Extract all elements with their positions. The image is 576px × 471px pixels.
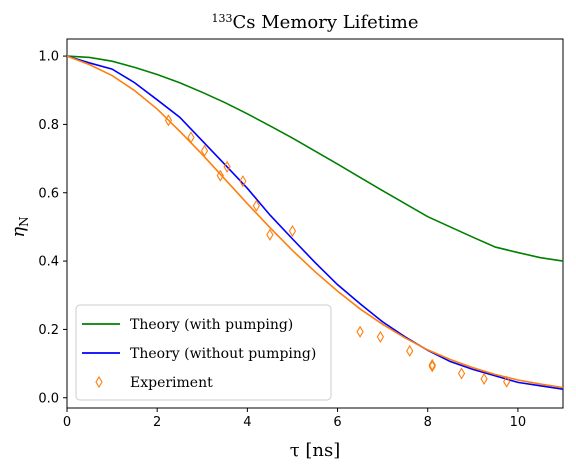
x-tick-label: 10 xyxy=(510,415,527,430)
y-axis-label-sub: N xyxy=(17,216,31,227)
x-tick-label: 4 xyxy=(243,415,251,430)
chart-title-main: Cs Memory Lifetime xyxy=(233,12,419,33)
series-line-1 xyxy=(66,55,564,391)
legend-box xyxy=(75,304,332,401)
experiment-point xyxy=(223,160,231,173)
experiment-point xyxy=(376,330,385,344)
y-axis-ticks: 0.0 0.2 0.4 0.6 0.8 1.0 xyxy=(38,50,67,406)
experiment-point xyxy=(216,169,224,182)
y-tick-label: 0.0 xyxy=(38,391,59,406)
chart-title: 133Cs Memory Lifetime xyxy=(212,12,419,33)
x-tick-label: 8 xyxy=(424,415,432,430)
x-axis-ticks: 0 2 4 6 8 10 xyxy=(63,408,526,430)
x-axis-label: τ [ns] xyxy=(290,440,341,461)
legend-swatch-marker xyxy=(95,375,103,389)
y-axis-label-main: η xyxy=(8,227,29,238)
experiment-point xyxy=(428,358,436,372)
legend-label: Theory (with pumping) xyxy=(130,317,293,333)
x-tick-label: 2 xyxy=(153,415,161,430)
experiment-point xyxy=(239,175,247,188)
experiment-point xyxy=(164,114,173,127)
x-tick-label: 6 xyxy=(333,415,341,430)
experiment-point xyxy=(406,344,414,358)
y-tick-label: 1.0 xyxy=(38,50,59,65)
legend-label: Experiment xyxy=(130,375,213,391)
experiment-point xyxy=(187,131,195,144)
experiment-point xyxy=(252,199,261,212)
series-line-2 xyxy=(66,55,564,389)
plot-area xyxy=(66,38,564,409)
legend-label: Theory (without pumping) xyxy=(130,346,316,362)
y-tick-label: 0.4 xyxy=(38,255,59,270)
experiment-point xyxy=(266,228,274,241)
experiment-point xyxy=(457,367,466,380)
y-tick-label: 0.2 xyxy=(38,323,59,338)
legend: Theory (with pumping) Theory (without pum… xyxy=(75,304,332,401)
chart-title-superscript: 133 xyxy=(212,12,233,25)
x-tick-label: 0 xyxy=(63,415,71,430)
series-line-0 xyxy=(66,55,564,262)
y-tick-label: 0.8 xyxy=(38,118,59,133)
experiment-point xyxy=(200,144,209,157)
y-tick-label: 0.6 xyxy=(38,186,59,201)
y-axis-label: ηN xyxy=(8,216,31,237)
experiment-point xyxy=(288,224,297,238)
experiment-point xyxy=(502,375,511,388)
experiment-point xyxy=(356,325,364,338)
experiment-point xyxy=(480,372,488,386)
experiment-point xyxy=(428,360,436,373)
plot-frame xyxy=(66,38,564,409)
